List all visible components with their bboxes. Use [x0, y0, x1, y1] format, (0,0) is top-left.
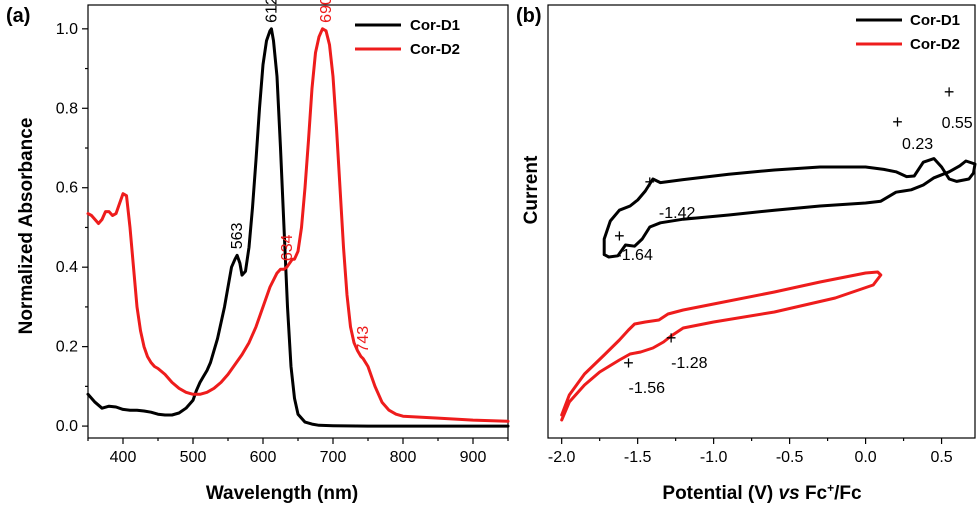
peak-marker: +: [666, 328, 677, 348]
legend-label-cor-d1: Cor-D1: [410, 17, 460, 34]
series-line-cor-d2: [86, 27, 510, 423]
potential-label-1-56: -1.56: [629, 380, 666, 397]
y-tick-label: 0.0: [56, 418, 78, 435]
peak-label-563: 563: [229, 222, 246, 249]
panel-b-series: [560, 157, 977, 422]
panel-a-x-ticks: 400 500 600 700 800 900: [87, 438, 509, 466]
y-tick-label: 0.8: [56, 100, 78, 117]
y-tick-label: 0.2: [56, 339, 78, 356]
x-tick-label: 0.5: [930, 449, 952, 466]
potential-label-1-28: -1.28: [671, 355, 708, 372]
panel-a: (a) 400 500 600 700 800 900 0.0 0.2 0.4 0.6 0.8 1.…: [6, 0, 510, 504]
x-tick-label: 900: [460, 449, 487, 466]
panel-b: (b) -2.0 -1.5 -1.0 -0.5 0.0 0.5 +-1.64+-1.42+…: [516, 4, 977, 504]
voltammogram-cor-d2: [560, 270, 883, 422]
potential-label-0-23: 0.23: [902, 136, 933, 153]
x-tick-label: -0.5: [776, 449, 804, 466]
panel-a-frame: [87, 4, 509, 439]
panel-b-x-ticks: -2.0 -1.5 -1.0 -0.5 0.0 0.5: [548, 438, 953, 466]
x-tick-label: 400: [110, 449, 137, 466]
panel-b-legend: Cor-D1 Cor-D2: [856, 12, 960, 53]
panel-b-x-axis-title: Potential (V) vs Fc+/Fc: [662, 481, 862, 504]
x-tick-label: -1.0: [700, 449, 728, 466]
y-tick-label: 0.4: [56, 259, 78, 276]
panel-b-annotations: +-1.64+-1.42+0.23+0.55+-1.56+-1.28: [614, 82, 973, 397]
potential-label-1-42: -1.42: [659, 205, 696, 222]
peak-label-743: 743: [355, 326, 372, 353]
panel-b-y-axis-title: Current: [521, 155, 542, 224]
legend-label-cor-d2: Cor-D2: [910, 36, 960, 53]
x-tick-label: 600: [250, 449, 277, 466]
potential-label-1-64: -1.64: [616, 247, 653, 264]
panel-a-series: [86, 27, 510, 428]
peak-marker: +: [614, 226, 625, 246]
panel-b-label: (b): [516, 5, 542, 27]
y-tick-label: 1.0: [56, 21, 78, 38]
panel-a-x-axis-title: Wavelength (nm): [206, 483, 358, 504]
panel-a-legend: Cor-D1 Cor-D2: [355, 17, 460, 58]
potential-label-0-55: 0.55: [942, 115, 973, 132]
peak-label-690: 690: [318, 0, 335, 23]
legend-label-cor-d2: Cor-D2: [410, 41, 460, 58]
panel-a-y-ticks: 0.0 0.2 0.4 0.6 0.8 1.0: [56, 21, 88, 435]
peak-marker: +: [892, 112, 903, 132]
peak-marker: +: [623, 353, 634, 373]
peak-label-612: 612: [263, 0, 280, 23]
peak-marker: +: [944, 82, 955, 102]
peak-label-634: 634: [279, 234, 296, 261]
legend-label-cor-d1: Cor-D1: [910, 12, 960, 29]
x-tick-label: -2.0: [548, 449, 576, 466]
panel-a-y-axis-title: Normalized Absorbance: [16, 118, 37, 335]
x-tick-label: 0.0: [854, 449, 876, 466]
y-tick-label: 0.6: [56, 180, 78, 197]
x-tick-label: 800: [390, 449, 417, 466]
panel-b-frame: [547, 4, 976, 439]
voltammogram-cor-d1: [602, 157, 977, 259]
peak-marker: +: [645, 172, 656, 192]
x-tick-label: 500: [180, 449, 207, 466]
panel-a-label: (a): [6, 5, 30, 27]
series-line-cor-d1: [86, 27, 510, 428]
panel-a-annotations: 612 563 690 634 743: [229, 0, 372, 353]
x-tick-label: -1.5: [624, 449, 652, 466]
x-tick-label: 700: [320, 449, 347, 466]
